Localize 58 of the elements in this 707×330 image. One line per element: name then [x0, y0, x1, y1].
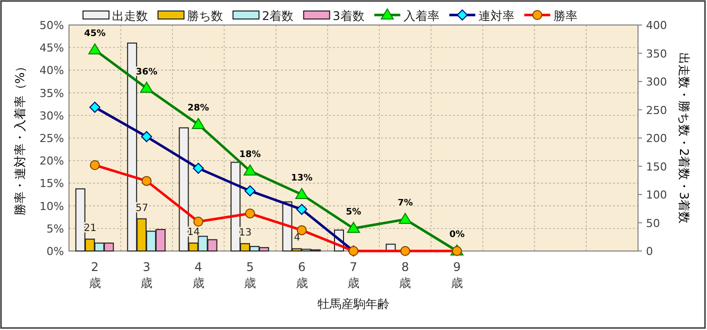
point: [192, 162, 204, 174]
point: [347, 222, 360, 233]
y-tick-label: 25%: [40, 132, 64, 145]
x-tick-label: 2 歳: [88, 260, 101, 290]
y-tick-label: 30%: [40, 109, 64, 122]
x-tick-label: 9 歳: [450, 260, 463, 290]
x-tick-label: 4 歳: [192, 260, 204, 290]
y2-tick-label: 250: [646, 104, 667, 117]
point: [141, 131, 152, 142]
x-tick-label: 3 歳: [140, 260, 153, 290]
y2-tick-label: 0: [646, 245, 653, 258]
point: [244, 185, 256, 196]
x-tick-label: 6 歳: [296, 260, 308, 290]
legend-label: 勝率: [553, 9, 578, 23]
y2-tick-label: 350: [646, 47, 667, 60]
y2-tick-label: 100: [646, 188, 667, 202]
point: [140, 82, 154, 93]
data-label: 28%: [188, 103, 210, 114]
legend-label: 入着率: [403, 9, 440, 23]
legend-label: 勝ち数: [187, 9, 223, 23]
y2-axis-title: 出走数・勝ち数・2着数・3着数: [677, 52, 691, 224]
point: [296, 204, 308, 215]
y2-tick-label: 400: [646, 19, 667, 32]
point: [89, 102, 100, 113]
y-tick-label: 20%: [40, 154, 64, 168]
point: [192, 118, 205, 129]
y-tick-label: 0%: [46, 245, 64, 258]
legend-label: 3着数: [332, 9, 364, 23]
y-tick-label: 40%: [40, 64, 64, 78]
data-label: 5%: [346, 207, 362, 218]
point: [88, 43, 102, 54]
x-tick-label: 7 歳: [348, 260, 360, 290]
y-tick-label: 50%: [40, 19, 64, 32]
y-tick-label: 15%: [40, 177, 64, 190]
y-tick-label: 5%: [46, 222, 64, 236]
x-tick-label: 5 歳: [244, 260, 256, 290]
y-tick-label: 10%: [40, 200, 64, 213]
x-axis-title: 牡馬産駒年齢: [318, 297, 390, 311]
y2-tick-label: 50: [646, 216, 660, 230]
y2-tick-label: 200: [646, 132, 667, 145]
data-label: 7%: [398, 198, 413, 208]
legend-label: 連対率: [478, 9, 514, 23]
y-tick-label: 35%: [40, 86, 64, 100]
y-axis-title: 勝率・連対率・入着率（%）: [13, 60, 27, 216]
point: [295, 188, 308, 199]
data-label: 4: [294, 232, 300, 244]
point: [244, 164, 257, 176]
y2-tick-label: 150: [646, 160, 667, 174]
point: [398, 212, 412, 224]
data-label: 0%: [449, 230, 465, 240]
data-label: 13%: [291, 174, 313, 184]
x-tick-label: 8 歳: [399, 260, 412, 290]
legend-label: 2着数: [262, 9, 294, 23]
y2-tick-label: 300: [646, 76, 667, 88]
data-label: 18%: [239, 150, 261, 160]
legend-label: 出走数: [112, 9, 148, 23]
data-label: 45%: [84, 28, 106, 39]
y-tick-label: 45%: [40, 42, 64, 55]
